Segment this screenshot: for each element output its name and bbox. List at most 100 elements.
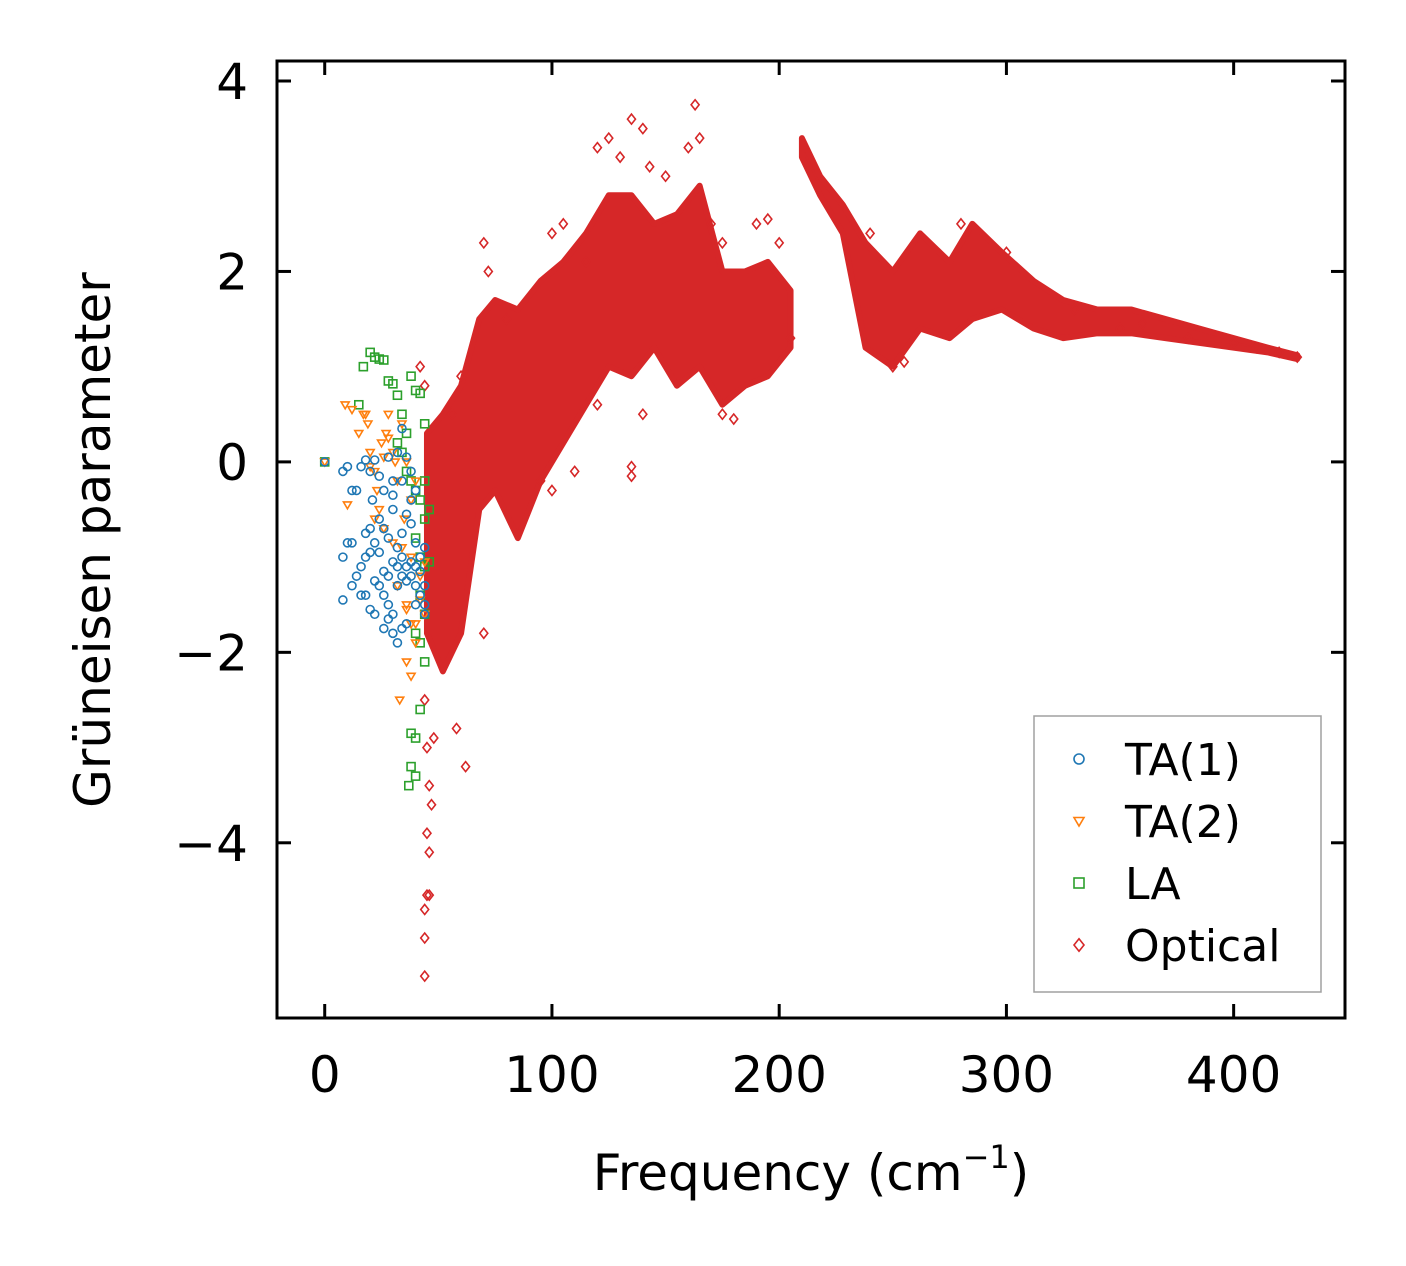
- data-point: [383, 614, 394, 624]
- data-point: [382, 410, 394, 420]
- data-point: [428, 731, 439, 745]
- data-point: [373, 505, 385, 516]
- data-point: [785, 331, 796, 345]
- data-point: [392, 582, 403, 592]
- data-point: [419, 476, 430, 486]
- x-axis-label: Frequency (cm−1): [593, 1138, 1030, 1202]
- data-point: [660, 169, 671, 183]
- data-point: [406, 371, 416, 381]
- x-tick-label: 100: [504, 1046, 599, 1104]
- data-point: [899, 355, 910, 369]
- data-point: [483, 265, 494, 278]
- legend-label: TA(1): [1124, 735, 1241, 786]
- data-point: [592, 141, 603, 154]
- data-point: [762, 212, 773, 226]
- data-point: [387, 539, 399, 549]
- data-point: [406, 476, 416, 486]
- data-point: [319, 457, 330, 467]
- data-point: [728, 412, 739, 426]
- data-point: [369, 467, 381, 477]
- data-point: [383, 599, 394, 610]
- data-point: [392, 638, 403, 648]
- data-point: [369, 515, 381, 525]
- data-point: [365, 523, 375, 534]
- data-point: [1001, 246, 1012, 259]
- data-point: [378, 453, 390, 463]
- data-point: [380, 429, 392, 439]
- data-point: [424, 779, 435, 792]
- data-point: [406, 761, 416, 772]
- data-point: [347, 538, 357, 548]
- data-point: [351, 485, 362, 496]
- data-point: [397, 476, 407, 486]
- data-point: [415, 360, 426, 373]
- data-point: [419, 931, 430, 945]
- data-point: [592, 398, 603, 412]
- data-point: [389, 458, 401, 468]
- x-tick-label: 300: [959, 1046, 1054, 1104]
- data-point: [401, 658, 412, 668]
- data-point: [419, 609, 430, 620]
- data-point: [401, 601, 412, 611]
- data-point: [637, 407, 648, 421]
- y-axis-label: Grüneisen parameter: [64, 272, 122, 808]
- y-tick-label: 2: [216, 243, 248, 301]
- data-point: [347, 580, 357, 591]
- data-point: [392, 561, 403, 572]
- data-point: [401, 618, 412, 629]
- legend-entry: TA(1): [1073, 735, 1241, 786]
- data-point: [546, 227, 557, 240]
- data-point: [1274, 346, 1285, 359]
- legend-marker-square: [1073, 877, 1085, 889]
- series-ta-1-: [319, 423, 430, 648]
- data-point: [1137, 317, 1148, 331]
- data-point: [717, 236, 728, 250]
- data-point: [401, 561, 412, 572]
- data-point: [362, 420, 374, 430]
- data-point: [339, 401, 351, 411]
- data-point: [403, 780, 414, 791]
- data-point: [378, 523, 389, 534]
- data-point: [535, 474, 546, 488]
- data-point: [419, 903, 430, 916]
- data-point: [419, 969, 430, 983]
- x-axis-label-main: Frequency (cm: [593, 1144, 963, 1202]
- legend-label: TA(2): [1124, 797, 1241, 848]
- data-point: [410, 599, 421, 610]
- data-point: [644, 160, 655, 173]
- data-point: [419, 580, 430, 591]
- data-point: [364, 448, 376, 458]
- data-point: [410, 620, 422, 630]
- data-point: [478, 627, 489, 640]
- data-point: [356, 561, 366, 572]
- data-point: [955, 217, 966, 231]
- data-point: [346, 405, 358, 416]
- data-point: [410, 733, 421, 743]
- data-point: [383, 533, 394, 543]
- x-axis-label-superscript: −1: [963, 1138, 1010, 1176]
- data-point: [369, 576, 380, 586]
- data-point: [694, 131, 705, 145]
- data-point: [603, 131, 614, 145]
- data-point: [392, 390, 403, 401]
- data-point: [410, 477, 422, 487]
- data-point: [374, 471, 385, 481]
- data-point: [405, 496, 417, 506]
- y-tick-label: −2: [174, 624, 248, 682]
- y-tick-label: 0: [216, 434, 248, 492]
- x-tick-label: 400: [1186, 1046, 1281, 1104]
- x-tick-label: 200: [731, 1046, 826, 1104]
- data-point: [369, 609, 380, 620]
- data-point: [421, 741, 432, 754]
- data-point: [419, 657, 430, 667]
- data-point: [347, 485, 357, 496]
- data-point: [392, 477, 403, 487]
- data-point: [388, 557, 398, 567]
- data-point: [360, 455, 371, 465]
- data-point: [397, 623, 407, 634]
- legend: TA(1) TA(2) LA Optical: [1033, 715, 1322, 993]
- plot-frame: [275, 59, 1347, 1020]
- data-point: [392, 447, 403, 458]
- data-point: [383, 452, 394, 462]
- data-point: [419, 514, 430, 524]
